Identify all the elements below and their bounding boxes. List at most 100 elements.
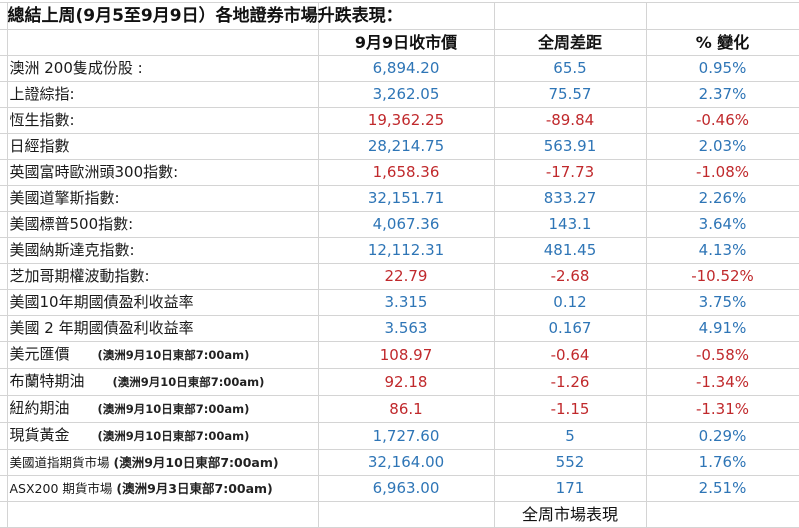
pct-change-cell[interactable]: 3.64% — [645, 211, 799, 238]
row-gutter[interactable] — [0, 185, 8, 212]
row-gutter[interactable] — [0, 81, 8, 108]
row-gutter[interactable] — [0, 29, 8, 56]
weekly-change-cell[interactable]: 75.57 — [493, 81, 647, 108]
row-gutter[interactable] — [0, 449, 8, 476]
weekly-change-cell[interactable]: 0.12 — [493, 289, 647, 316]
instrument-name-cell[interactable]: 美國道擎斯指數: — [6, 185, 319, 212]
row-gutter[interactable] — [0, 211, 8, 238]
weekly-change-cell[interactable]: -1.15 — [493, 395, 647, 423]
row-gutter[interactable] — [0, 2, 8, 30]
row-gutter[interactable] — [0, 289, 8, 316]
weekly-change-cell[interactable]: -89.84 — [493, 107, 647, 134]
weekly-change-cell[interactable]: 171 — [493, 475, 647, 502]
title-cell[interactable]: 總結上周(9月5至9月9日）各地證券市場升跌表現： — [6, 2, 403, 30]
close-price-cell[interactable]: 3,262.05 — [317, 81, 495, 108]
row-gutter[interactable] — [0, 395, 8, 423]
weekly-change-cell[interactable]: 65.5 — [493, 55, 647, 82]
row-gutter[interactable] — [0, 475, 8, 502]
pct-change-cell[interactable]: -1.34% — [645, 368, 799, 396]
empty-cell[interactable] — [493, 2, 647, 30]
pct-change-cell[interactable]: -10.52% — [645, 263, 799, 290]
pct-change-cell[interactable]: 2.03% — [645, 133, 799, 160]
instrument-name-cell[interactable]: 英國富時歐洲頭300指數: — [6, 159, 319, 186]
instrument-name-cell[interactable]: 美國納斯達克指數: — [6, 237, 319, 264]
pct-change-cell[interactable]: -0.58% — [645, 341, 799, 369]
header-weekly-change[interactable]: 全周差距 — [493, 29, 647, 56]
row-gutter[interactable] — [0, 263, 8, 290]
instrument-name-cell[interactable]: 現貨黃金 (澳洲9月10日東部7:00am) — [6, 422, 319, 450]
pct-change-cell[interactable]: -1.08% — [645, 159, 799, 186]
close-price-cell[interactable]: 3.315 — [317, 289, 495, 316]
instrument-name-cell[interactable]: 澳洲 200隻成份股 : — [6, 55, 319, 82]
weekly-change-cell[interactable]: -17.73 — [493, 159, 647, 186]
close-price-cell[interactable]: 1,658.36 — [317, 159, 495, 186]
instrument-name-cell[interactable]: 日經指數 — [6, 133, 319, 160]
table-row: 恆生指數: 19,362.25 -89.84 -0.46% — [0, 107, 799, 134]
row-gutter[interactable] — [0, 368, 8, 396]
row-gutter[interactable] — [0, 315, 8, 342]
close-price-cell[interactable]: 4,067.36 — [317, 211, 495, 238]
pct-change-cell[interactable]: 1.76% — [645, 449, 799, 476]
table-row: 上證綜指: 3,262.05 75.57 2.37% — [0, 81, 799, 108]
row-gutter[interactable] — [0, 422, 8, 450]
close-price-cell[interactable]: 6,894.20 — [317, 55, 495, 82]
pct-change-cell[interactable]: -1.31% — [645, 395, 799, 423]
instrument-name-cell[interactable]: 美國 2 年期國債盈利收益率 — [6, 315, 319, 342]
pct-change-cell[interactable]: 2.37% — [645, 81, 799, 108]
row-gutter[interactable] — [0, 55, 8, 82]
close-price-cell[interactable]: 3.563 — [317, 315, 495, 342]
weekly-change-cell[interactable]: -1.26 — [493, 368, 647, 396]
close-price-cell[interactable]: 108.97 — [317, 341, 495, 369]
pct-change-cell[interactable]: -0.46% — [645, 107, 799, 134]
instrument-name-cell[interactable]: 紐約期油 (澳洲9月10日東部7:00am) — [6, 395, 319, 423]
pct-change-cell[interactable]: 0.29% — [645, 422, 799, 450]
close-price-cell[interactable]: 32,151.71 — [317, 185, 495, 212]
weekly-change-cell[interactable]: 552 — [493, 449, 647, 476]
close-price-cell[interactable]: 32,164.00 — [317, 449, 495, 476]
instrument-name: 美元匯價 — [9, 345, 70, 363]
row-gutter[interactable] — [0, 133, 8, 160]
close-price-cell[interactable]: 19,362.25 — [317, 107, 495, 134]
close-price-cell[interactable]: 92.18 — [317, 368, 495, 396]
weekly-change-cell[interactable]: 563.91 — [493, 133, 647, 160]
instrument-name-cell[interactable]: 布蘭特期油 (澳洲9月10日東部7:00am) — [6, 368, 319, 396]
empty-cell[interactable] — [645, 2, 799, 30]
pct-change-cell[interactable]: 2.26% — [645, 185, 799, 212]
pct-change-cell[interactable]: 2.51% — [645, 475, 799, 502]
weekly-change-cell[interactable]: 143.1 — [493, 211, 647, 238]
weekly-change-cell[interactable]: 5 — [493, 422, 647, 450]
instrument-name-cell[interactable]: 美國10年期國債盈利收益率 — [6, 289, 319, 316]
instrument-name-cell[interactable]: 美國道指期貨市場 (澳洲9月10日東部7:00am) — [6, 449, 319, 476]
instrument-name-cell[interactable]: 美元匯價 (澳洲9月10日東部7:00am) — [6, 341, 319, 369]
table-row: 美元匯價 (澳洲9月10日東部7:00am) 108.97 -0.64 -0.58… — [0, 341, 799, 369]
close-price-cell[interactable]: 12,112.31 — [317, 237, 495, 264]
pct-change-cell[interactable]: 4.13% — [645, 237, 799, 264]
weekly-change-cell[interactable]: -2.68 — [493, 263, 647, 290]
instrument-name-cell[interactable]: ASX200 期貨市場 (澳洲9月3日東部7:00am) — [6, 475, 319, 502]
pct-change-cell[interactable]: 4.91% — [645, 315, 799, 342]
weekly-change-cell[interactable]: 0.167 — [493, 315, 647, 342]
table-row: 英國富時歐洲頭300指數: 1,658.36 -17.73 -1.08% — [0, 159, 799, 186]
close-price-cell[interactable]: 1,727.60 — [317, 422, 495, 450]
instrument-name-cell[interactable]: 美國標普500指數: — [6, 211, 319, 238]
header-name[interactable] — [6, 29, 319, 56]
row-gutter[interactable] — [0, 107, 8, 134]
close-price-cell[interactable]: 86.1 — [317, 395, 495, 423]
weekly-change-cell[interactable]: 833.27 — [493, 185, 647, 212]
row-gutter[interactable] — [0, 159, 8, 186]
instrument-name-cell[interactable]: 恆生指數: — [6, 107, 319, 134]
pct-change-cell[interactable]: 3.75% — [645, 289, 799, 316]
weekly-change-cell[interactable]: 481.45 — [493, 237, 647, 264]
close-price-cell[interactable]: 6,963.00 — [317, 475, 495, 502]
weekly-change-cell[interactable]: -0.64 — [493, 341, 647, 369]
instrument-name-cell[interactable]: 上證綜指: — [6, 81, 319, 108]
row-gutter[interactable] — [0, 341, 8, 369]
close-price-cell[interactable]: 22.79 — [317, 263, 495, 290]
row-gutter[interactable] — [0, 237, 8, 264]
header-close-price[interactable]: 9月9日收市價 — [317, 29, 495, 56]
header-pct-change[interactable]: % 變化 — [645, 29, 799, 56]
pct-change-cell[interactable]: 0.95% — [645, 55, 799, 82]
instrument-name-cell[interactable]: 芝加哥期權波動指數: — [6, 263, 319, 290]
instrument-name: 澳洲 200隻成份股 : — [9, 59, 143, 77]
close-price-cell[interactable]: 28,214.75 — [317, 133, 495, 160]
